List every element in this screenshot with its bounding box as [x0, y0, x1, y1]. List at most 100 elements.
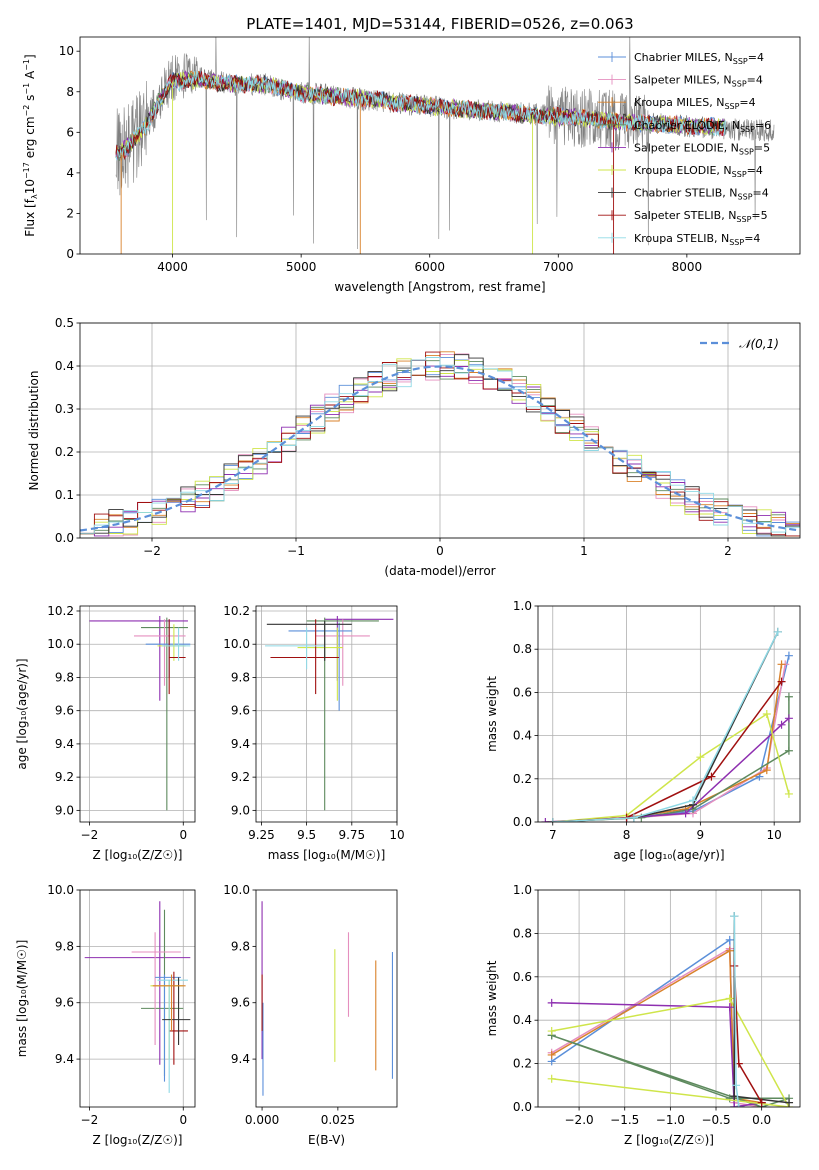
- y-axis-label: mass weight: [485, 676, 499, 752]
- y-tick-label: 1.0: [513, 599, 532, 613]
- model-spectrum-8: [115, 69, 726, 161]
- weight-marker: [757, 1098, 766, 1107]
- x-tick-label: −2: [81, 828, 99, 842]
- weight-marker: [681, 809, 690, 818]
- legend-entry-text: Kroupa MILES, N: [634, 96, 724, 109]
- normal-reference-curve: [80, 365, 800, 532]
- plot-area: [89, 615, 191, 811]
- weight-marker: [629, 813, 638, 822]
- y-tick-label: 0.8: [513, 926, 532, 940]
- y-tick-label: 0.6: [513, 685, 532, 699]
- x-tick-label: 5000: [286, 260, 317, 274]
- x-tick-label: −0.5: [701, 1113, 730, 1127]
- plot-area: [547, 912, 794, 1107]
- y-tick-label: 9.8: [231, 670, 250, 684]
- weight-marker: [784, 651, 793, 660]
- x-tick-label: −2.0: [565, 1113, 594, 1127]
- x-axis-label: (data-model)/error: [384, 564, 495, 578]
- y-tick-label: 9.8: [55, 939, 74, 953]
- legend-entry: Chabrier STELIB, NSSP=4: [634, 187, 769, 202]
- weight-series-4: [551, 1002, 762, 1107]
- weight-series-4: [545, 717, 790, 822]
- legend-entry-text: Kroupa ELODIE, N: [634, 164, 732, 177]
- y-tick-label: 9.6: [231, 996, 250, 1010]
- legend-entry: Salpeter STELIB, NSSP=5: [634, 209, 768, 224]
- legend-entry-value: =5: [751, 209, 767, 222]
- x-tick-label: 9.5: [297, 828, 316, 842]
- y-tick-label: 9.4: [55, 737, 74, 751]
- weight-marker: [777, 677, 786, 686]
- weight-marker: [547, 998, 556, 1007]
- legend-entry-value: =6: [755, 119, 771, 132]
- y-axis-label: Flux [fλ10−17 erg cm−2 s−1 A−1]: [22, 54, 39, 236]
- y-tick-label: 9.4: [231, 1052, 250, 1066]
- x-tick-label: 9.75: [338, 828, 365, 842]
- y-tick-label: 0.2: [513, 1057, 532, 1071]
- weight-marker: [725, 1094, 734, 1103]
- y-tick-label: 0.1: [55, 488, 74, 502]
- x-axis-label: Z [log₁₀(Z/Z☉)]: [624, 1133, 714, 1147]
- y-tick-label: 2: [66, 206, 74, 220]
- axes-frame: [255, 605, 398, 823]
- weight-marker: [762, 710, 771, 718]
- y-tick-label: 9.0: [55, 803, 74, 817]
- y-tick-label: 9.8: [231, 939, 250, 953]
- legend-entry-value: =4: [753, 187, 769, 200]
- y-tick-label: 9.2: [231, 770, 250, 784]
- y-axis-label: mass weight: [485, 960, 499, 1036]
- legend-entry: Salpeter ELODIE, NSSP=5: [634, 141, 770, 156]
- plot-area: [261, 901, 394, 1096]
- x-axis-label: age [log₁₀(age/yr)]: [613, 848, 724, 862]
- legend-entry-sub: SSP: [729, 238, 744, 247]
- histogram-8: [80, 357, 800, 534]
- legend-entry: Kroupa ELODIE, NSSP=4: [634, 164, 763, 179]
- weight-series-7: [733, 965, 763, 1104]
- y-tick-label: 0.6: [513, 970, 532, 984]
- weight-marker: [734, 1103, 743, 1107]
- legend-entry-text: Kroupa STELIB, N: [634, 232, 729, 245]
- y-axis-label: age [log₁₀(age/yr)]: [15, 658, 29, 769]
- y-tick-label: 0.2: [513, 772, 532, 786]
- legend-entry: Chabrier ELODIE, NSSP=6: [634, 119, 771, 134]
- axes-frame: [79, 889, 196, 1108]
- weight-marker: [730, 1103, 739, 1107]
- weight-marker: [777, 720, 786, 729]
- legend-entry: Chabrier MILES, NSSP=4: [634, 51, 764, 66]
- axes-frame: [255, 889, 398, 1108]
- y-tick-label: 0.2: [55, 445, 74, 459]
- x-tick-label: −1.5: [610, 1113, 639, 1127]
- weight-marker: [725, 935, 734, 944]
- x-tick-label: 0: [436, 544, 444, 558]
- y-tick-label: 10: [59, 44, 74, 58]
- y-tick-label: 6: [66, 125, 74, 139]
- y-tick-label: 0.3: [55, 402, 74, 416]
- weight-marker: [730, 912, 739, 921]
- plot-area: [80, 351, 800, 537]
- legend-entry-value: =5: [754, 141, 770, 154]
- weight-vs-age-panel: 7 8 9 10 0.0 0.2 0.4 0.6 0.8 1.0 age [log₁₀(age/yr…: [485, 599, 801, 862]
- legend-entry: 𝒩(0,1): [739, 337, 779, 351]
- legend-entry: Kroupa STELIB, NSSP=4: [634, 232, 760, 247]
- plot-area: [84, 901, 191, 1093]
- x-tick-label: 4000: [157, 260, 188, 274]
- legend-entry-sub: SSP: [724, 102, 739, 111]
- y-tick-label: 8: [66, 85, 74, 99]
- x-tick-label: 7000: [543, 260, 574, 274]
- y-tick-label: 0.0: [55, 531, 74, 545]
- weight-marker: [547, 1050, 556, 1059]
- y-tick-label: 9.8: [55, 670, 74, 684]
- figure-title: PLATE=1401, MJD=53144, FIBERID=0526, z=0…: [246, 15, 633, 33]
- legend-entry: Salpeter MILES, NSSP=4: [634, 74, 763, 89]
- x-tick-label: −2: [81, 1113, 99, 1127]
- plot-area: [265, 615, 394, 811]
- weight-series-6: [552, 631, 779, 822]
- y-tick-label: 0.5: [55, 316, 74, 330]
- weight-marker: [541, 818, 550, 822]
- legend-entry-sub: SSP: [739, 147, 754, 156]
- y-tick-label: 10.0: [223, 637, 250, 651]
- axes-frame: [79, 36, 801, 255]
- weight-series-7: [552, 681, 783, 822]
- axes-frame: [79, 605, 196, 823]
- age-vs-Z-panel: −2 0 9.0 9.2 9.4 9.6 9.8 10.0 10.2 Z [log₁₀(Z/Z☉)…: [15, 604, 196, 862]
- y-tick-label: 0.4: [55, 359, 74, 373]
